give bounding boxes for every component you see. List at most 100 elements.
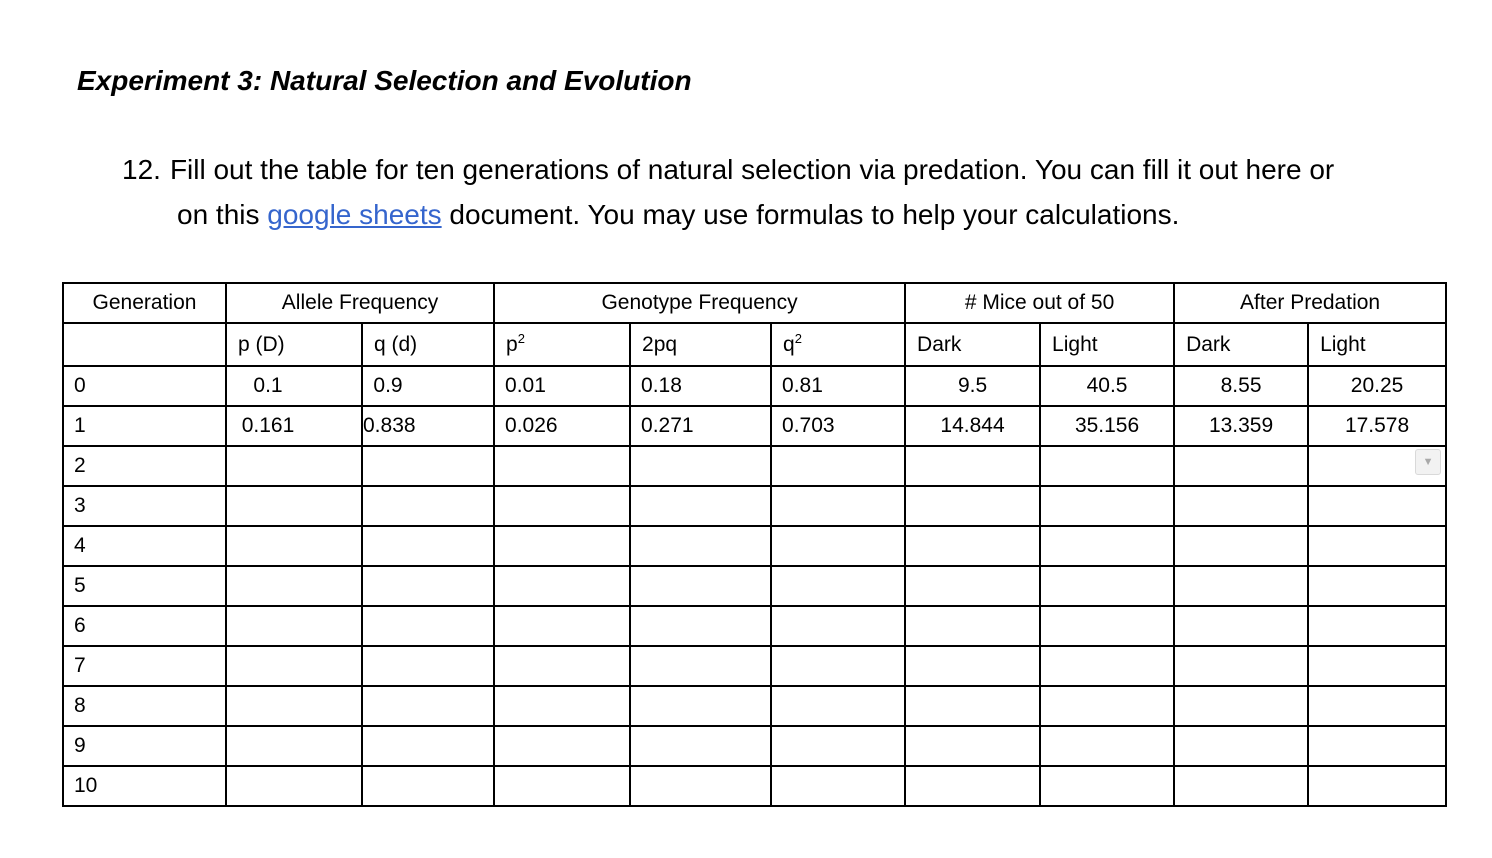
value-cell[interactable]: 0.9: [360, 365, 496, 407]
value-cell[interactable]: [360, 685, 496, 727]
value-cell[interactable]: 35.156: [1039, 405, 1176, 447]
value-cell[interactable]: [1039, 765, 1176, 807]
value-cell[interactable]: [360, 565, 496, 607]
value-cell[interactable]: [493, 765, 632, 807]
value-cell[interactable]: 20.25: [1307, 365, 1448, 407]
value-cell[interactable]: [770, 725, 907, 767]
value-cell[interactable]: [493, 725, 632, 767]
value-cell[interactable]: 0.1: [225, 365, 363, 407]
value-cell[interactable]: [770, 605, 907, 647]
value-cell[interactable]: [360, 725, 496, 767]
value-cell[interactable]: [1039, 605, 1176, 647]
value-cell[interactable]: 0.18: [629, 365, 773, 407]
value-cell[interactable]: [904, 485, 1042, 527]
value-cell[interactable]: 0.838: [360, 405, 496, 447]
value-cell[interactable]: [1173, 645, 1310, 687]
value-cell[interactable]: 40.5: [1039, 365, 1176, 407]
value-cell[interactable]: [493, 645, 632, 687]
value-cell[interactable]: [904, 605, 1042, 647]
value-cell[interactable]: [770, 765, 907, 807]
value-cell[interactable]: [1039, 565, 1176, 607]
value-cell[interactable]: [904, 725, 1042, 767]
value-cell[interactable]: 0.026: [493, 405, 632, 447]
generation-cell[interactable]: 0: [62, 365, 227, 407]
value-cell[interactable]: [629, 485, 773, 527]
value-cell[interactable]: [225, 645, 363, 687]
value-cell[interactable]: 0.703: [770, 405, 907, 447]
value-cell[interactable]: [493, 525, 632, 567]
value-cell[interactable]: [904, 445, 1042, 487]
value-cell[interactable]: [360, 445, 496, 487]
value-cell[interactable]: [225, 685, 363, 727]
value-cell[interactable]: [629, 605, 773, 647]
google-sheets-link[interactable]: google sheets: [267, 199, 442, 230]
value-cell[interactable]: [1173, 525, 1310, 567]
value-cell[interactable]: [225, 485, 363, 527]
value-cell[interactable]: [770, 685, 907, 727]
value-cell[interactable]: 17.578: [1307, 405, 1448, 447]
value-cell[interactable]: [493, 685, 632, 727]
value-cell[interactable]: [904, 565, 1042, 607]
value-cell[interactable]: [1173, 765, 1310, 807]
value-cell[interactable]: [904, 525, 1042, 567]
value-cell[interactable]: 13.359: [1173, 405, 1310, 447]
value-cell[interactable]: [493, 565, 632, 607]
generation-cell[interactable]: 9: [62, 725, 227, 767]
value-cell[interactable]: [904, 685, 1042, 727]
value-cell[interactable]: [770, 485, 907, 527]
generation-cell[interactable]: 6: [62, 605, 227, 647]
value-cell[interactable]: 0.01: [493, 365, 632, 407]
value-cell[interactable]: [225, 725, 363, 767]
value-cell[interactable]: [629, 525, 773, 567]
value-cell[interactable]: [360, 645, 496, 687]
value-cell[interactable]: [770, 525, 907, 567]
value-cell[interactable]: [770, 565, 907, 607]
value-cell[interactable]: [629, 725, 773, 767]
value-cell[interactable]: 8.55: [1173, 365, 1310, 407]
value-cell[interactable]: [629, 765, 773, 807]
value-cell[interactable]: [1307, 765, 1448, 807]
value-cell[interactable]: [493, 605, 632, 647]
generation-cell[interactable]: 10: [62, 765, 227, 807]
value-cell[interactable]: 0.81: [770, 365, 907, 407]
value-cell[interactable]: 9.5: [904, 365, 1042, 407]
value-cell[interactable]: [1173, 485, 1310, 527]
generation-cell[interactable]: 5: [62, 565, 227, 607]
value-cell[interactable]: [1307, 685, 1448, 727]
value-cell[interactable]: [1039, 445, 1176, 487]
value-cell[interactable]: [493, 445, 632, 487]
value-cell[interactable]: [493, 485, 632, 527]
value-cell[interactable]: [225, 605, 363, 647]
dropdown-icon[interactable]: ▼: [1415, 449, 1442, 475]
value-cell[interactable]: [770, 645, 907, 687]
value-cell[interactable]: ▼: [1307, 445, 1448, 487]
value-cell[interactable]: [360, 485, 496, 527]
value-cell[interactable]: 0.271: [629, 405, 773, 447]
value-cell[interactable]: [1039, 485, 1176, 527]
value-cell[interactable]: [629, 685, 773, 727]
value-cell[interactable]: [629, 445, 773, 487]
value-cell[interactable]: [1307, 525, 1448, 567]
value-cell[interactable]: [904, 765, 1042, 807]
value-cell[interactable]: [770, 445, 907, 487]
value-cell[interactable]: [1307, 485, 1448, 527]
value-cell[interactable]: [1307, 565, 1448, 607]
generation-cell[interactable]: 1: [62, 405, 227, 447]
value-cell[interactable]: [1173, 605, 1310, 647]
generation-cell[interactable]: 2: [62, 445, 227, 487]
value-cell[interactable]: [1307, 605, 1448, 647]
generation-cell[interactable]: 8: [62, 685, 227, 727]
value-cell[interactable]: [360, 765, 496, 807]
generation-cell[interactable]: 7: [62, 645, 227, 687]
value-cell[interactable]: [629, 645, 773, 687]
value-cell[interactable]: 14.844: [904, 405, 1042, 447]
value-cell[interactable]: 0.161: [225, 405, 363, 447]
value-cell[interactable]: [629, 565, 773, 607]
value-cell[interactable]: [1173, 725, 1310, 767]
value-cell[interactable]: [1307, 645, 1448, 687]
value-cell[interactable]: [904, 645, 1042, 687]
value-cell[interactable]: [1307, 725, 1448, 767]
value-cell[interactable]: [1173, 445, 1310, 487]
value-cell[interactable]: [1039, 525, 1176, 567]
value-cell[interactable]: [1173, 565, 1310, 607]
